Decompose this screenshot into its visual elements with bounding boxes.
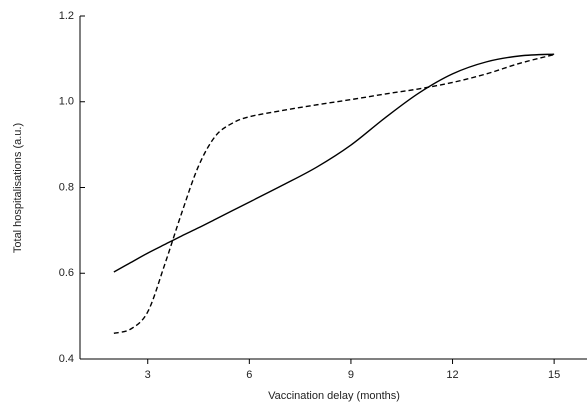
line-series [113, 53, 555, 273]
y-axis-label: Total hospitalisations (a.u.) [12, 123, 24, 253]
x-tick-label: 15 [548, 369, 560, 381]
y-tick-label: 1.0 [59, 96, 74, 108]
y-tick-label: 0.4 [59, 353, 74, 365]
y-tick-label: 0.8 [59, 181, 74, 193]
line-series [113, 53, 555, 334]
y-tick-label: 1.2 [59, 10, 74, 22]
x-tick-label: 6 [246, 369, 252, 381]
x-tick-label: 9 [348, 369, 354, 381]
y-tick-label: 0.6 [59, 267, 74, 279]
x-tick-label: 3 [145, 369, 151, 381]
x-tick-label: 12 [446, 369, 458, 381]
x-axis-label: Vaccination delay (months) [268, 390, 400, 402]
